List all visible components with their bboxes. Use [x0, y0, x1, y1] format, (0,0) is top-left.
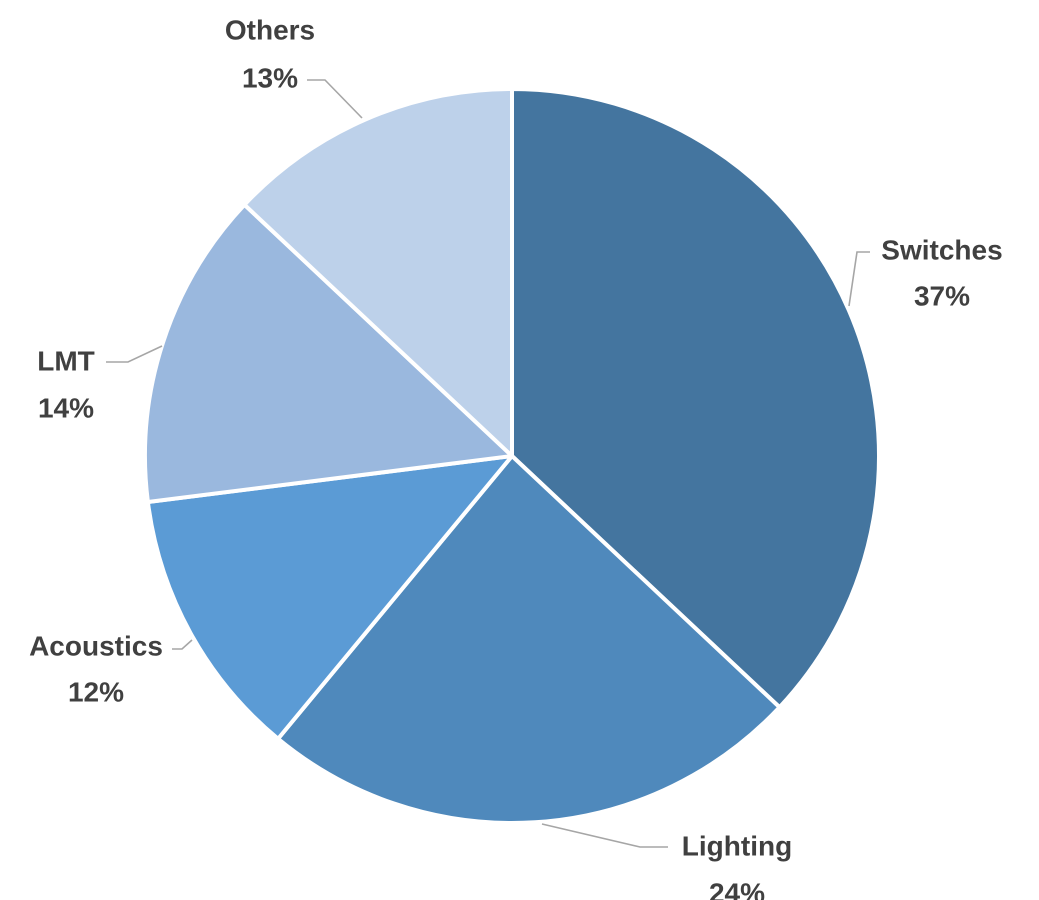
pie-slice-lighting [276, 454, 782, 825]
slice-value-others: 13% [242, 62, 298, 93]
leader-line-lmt [106, 345, 163, 363]
slice-label-others: Others [225, 14, 315, 45]
leader-line-switches [848, 251, 870, 307]
slice-value-acoustics: 12% [68, 676, 124, 707]
slice-label-lighting: Lighting [682, 830, 792, 861]
leader-lines [106, 79, 870, 848]
slice-label-switches: Switches [881, 234, 1002, 265]
leader-line-others [307, 79, 363, 119]
pie-slice-others [242, 87, 514, 458]
pie-slice-acoustics [145, 454, 514, 741]
slice-value-lmt: 14% [38, 392, 94, 423]
data-labels: Switches 37% Lighting 24% Acoustics 12% LMT 14%… [29, 14, 1003, 900]
pie-slice-lmt [142, 202, 514, 504]
slice-value-switches: 37% [914, 280, 970, 311]
leader-line-acoustics [172, 639, 193, 650]
leader-line-lighting [541, 823, 668, 848]
pie-slices [142, 87, 881, 825]
slice-value-lighting: 24% [709, 877, 765, 900]
pie-slice-switches [510, 87, 881, 710]
slice-label-lmt: LMT [37, 345, 95, 376]
slice-label-acoustics: Acoustics [29, 630, 163, 661]
